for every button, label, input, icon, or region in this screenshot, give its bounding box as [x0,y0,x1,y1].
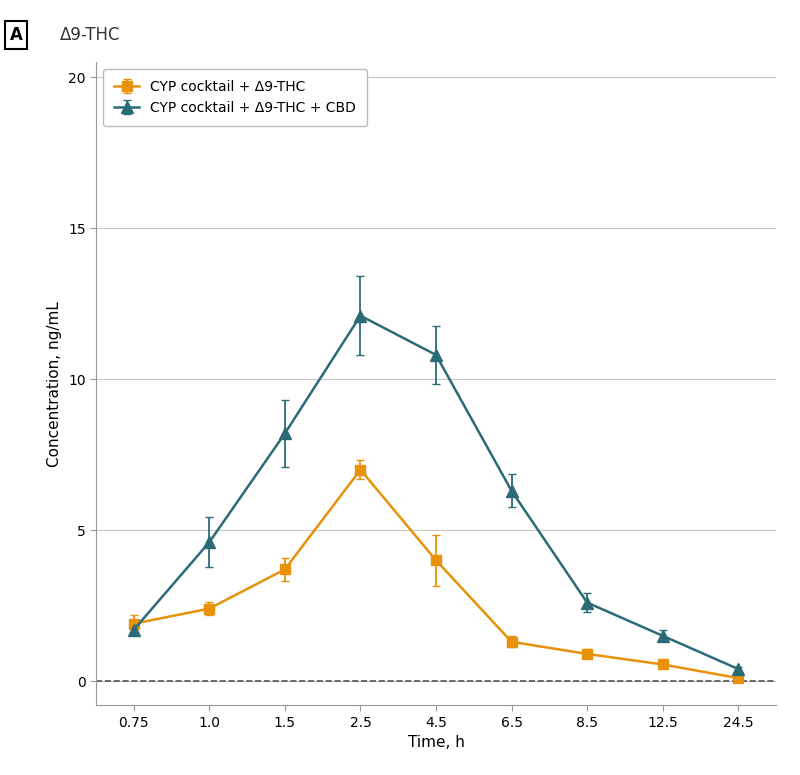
Text: Δ9-THC: Δ9-THC [60,26,121,44]
X-axis label: Time, h: Time, h [407,735,465,750]
Text: A: A [10,26,22,44]
Y-axis label: Concentration, ng/mL: Concentration, ng/mL [47,301,62,467]
Legend: CYP cocktail + Δ9-THC, CYP cocktail + Δ9-THC + CBD: CYP cocktail + Δ9-THC, CYP cocktail + Δ9… [103,69,367,126]
